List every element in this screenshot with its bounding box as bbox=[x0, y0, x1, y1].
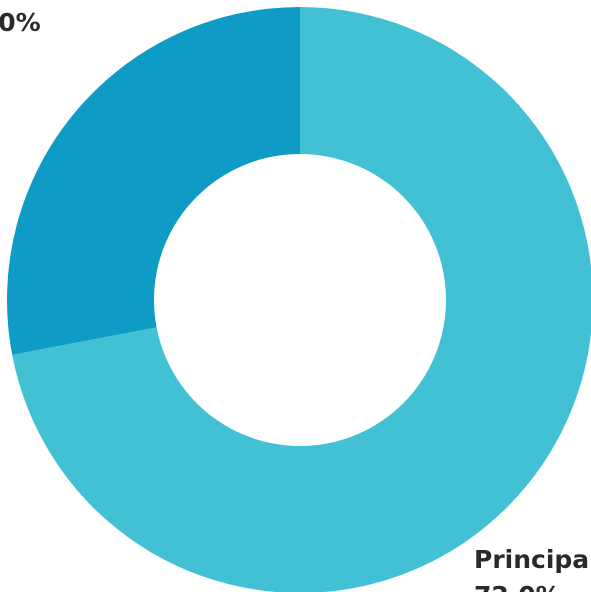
donut-slices bbox=[6, 7, 591, 592]
slice-label-secondary-value: 28.0% bbox=[0, 8, 41, 37]
slice-label-principal-name: Principal bbox=[474, 545, 591, 574]
slice-principal bbox=[12, 7, 591, 592]
slice-secondary bbox=[6, 7, 300, 355]
slice-label-principal-value: 72.0% bbox=[474, 581, 561, 592]
